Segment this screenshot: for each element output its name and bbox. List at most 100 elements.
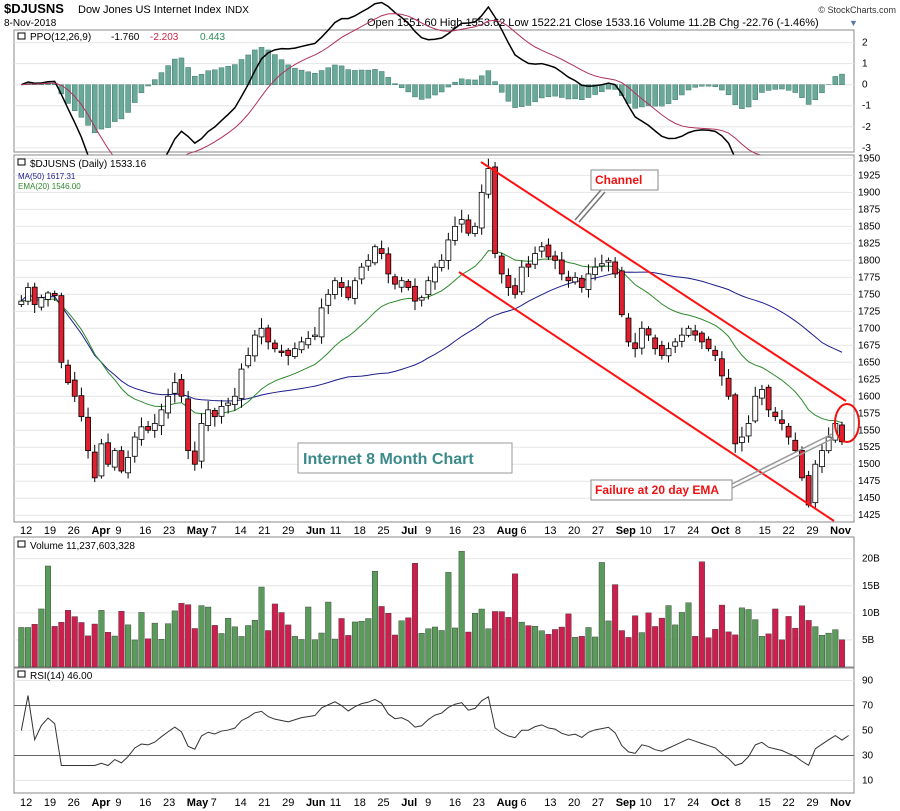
x-tick-label: 22: [783, 525, 795, 537]
volume-bar: [251, 620, 258, 668]
price-tick-label: 1450: [858, 493, 881, 504]
chart-title: Internet 8 Month Chart: [303, 451, 474, 468]
rsi-tick-label: 10: [862, 776, 874, 787]
x-tick-label: 27: [592, 525, 604, 537]
volume-bar: [538, 630, 545, 668]
candle-body: [225, 402, 232, 406]
volume-bar: [325, 601, 332, 668]
ppo-histogram-bar: [212, 69, 218, 85]
candle-body: [345, 286, 352, 299]
volume-bar: [291, 636, 298, 668]
candle-body: [545, 244, 552, 258]
candle-body: [658, 344, 665, 356]
volume-bar: [725, 631, 732, 668]
volume-bar: [198, 605, 205, 668]
quote-dropdown-icon[interactable]: ▼: [849, 18, 858, 28]
candle-body: [678, 334, 685, 342]
x-tick-label: 14: [234, 797, 246, 809]
candle-body: [779, 419, 785, 424]
volume-bar: [165, 623, 172, 668]
candle-body: [805, 475, 812, 506]
volume-bar: [111, 635, 118, 668]
candle-body: [839, 424, 845, 443]
candle-body: [392, 276, 398, 285]
candle-body: [265, 327, 272, 343]
candle-body: [692, 330, 699, 336]
volume-bar: [572, 637, 579, 668]
price-tick-label: 1875: [858, 204, 881, 215]
candle-body: [665, 348, 672, 357]
ppo-tick-label: 0: [862, 80, 868, 91]
price-tick-label: 1600: [858, 391, 881, 402]
ppo-histogram-bar: [91, 84, 98, 134]
candle-body: [98, 443, 105, 477]
rsi-label: RSI(14) 46.00: [30, 671, 93, 682]
ppo-histogram-bar: [378, 71, 385, 85]
x-tick-label: 11: [330, 797, 341, 809]
volume-bar: [825, 632, 832, 668]
candle-body: [298, 341, 305, 351]
volume-bar: [605, 620, 612, 668]
ppo-histogram-bar: [438, 84, 445, 93]
ma50-label: MA(50) 1617.31: [18, 172, 76, 181]
ppo-histogram-bar: [505, 84, 512, 102]
volume-bar: [305, 606, 312, 668]
ppo-histogram-bar: [105, 84, 111, 128]
candle-body: [498, 255, 505, 275]
volume-bar: [805, 620, 812, 668]
candle-body: [378, 248, 385, 254]
ppo-histogram-bar: [605, 84, 612, 90]
x-tick-label: 15: [759, 525, 771, 537]
ppo-histogram-bar: [485, 70, 492, 85]
volume-bar: [598, 562, 605, 668]
candle-body: [465, 219, 472, 234]
candle-body: [478, 191, 485, 229]
x-tick-label: 9: [425, 525, 431, 537]
ppo-histogram-bar: [111, 84, 118, 122]
x-tick-label: Jul: [401, 525, 417, 537]
candle-body: [405, 280, 412, 288]
ppo-histogram-bar: [839, 73, 845, 85]
x-tick-label: Sep: [616, 797, 636, 809]
ppo-histogram-bar: [659, 84, 665, 107]
volume-bar: [265, 630, 272, 668]
candle-body: [131, 436, 138, 457]
volume-bar: [685, 602, 692, 668]
ppo-tick-label: 1: [862, 59, 868, 70]
volume-bar: [385, 613, 392, 668]
volume-bar: [812, 626, 819, 668]
candle-body: [632, 342, 639, 350]
price-tick-label: 1900: [858, 187, 881, 198]
brand: © StockCharts.com: [818, 5, 896, 15]
x-tick-label: 21: [258, 797, 270, 809]
volume-bar: [151, 622, 158, 668]
volume-bar: [792, 627, 799, 668]
price-tick-label: 1425: [858, 510, 881, 521]
candle-body: [258, 327, 265, 338]
ppo-histogram-bar: [732, 84, 738, 106]
candle-body: [385, 253, 392, 275]
price-tick-label: 1725: [858, 306, 881, 317]
rsi-panel: 90 70 50 30 10 RSI(14) 46.00: [13, 667, 874, 794]
candle-body: [645, 328, 652, 336]
x-tick-label: 7: [211, 797, 217, 809]
ppo-histogram-bar: [185, 67, 191, 85]
ppo-histogram-bar: [405, 84, 412, 93]
x-tick-label: 15: [759, 797, 771, 809]
volume-bar: [225, 617, 232, 668]
candle-body: [138, 426, 145, 440]
candle-body: [425, 280, 432, 296]
volume-bar: [425, 628, 432, 668]
candle-body: [358, 266, 365, 280]
candle-body: [739, 436, 745, 443]
price-legend: $DJUSNS (Daily) 1533.16 MA(50) 1617.31 E…: [17, 158, 147, 191]
ppo-histogram-bar: [452, 81, 458, 85]
candle-body: [698, 332, 705, 343]
x-tick-label: Sep: [616, 525, 636, 537]
ppo-histogram-bar: [592, 84, 598, 95]
candle-body: [398, 280, 405, 288]
candle-body: [151, 423, 158, 431]
candle-body: [652, 337, 659, 350]
volume-bar: [145, 638, 152, 668]
